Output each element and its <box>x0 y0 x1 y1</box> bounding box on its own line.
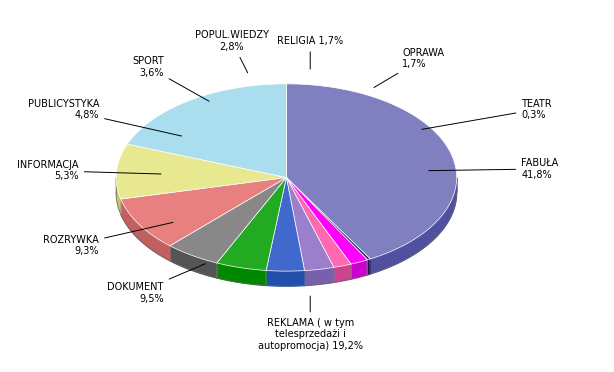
Polygon shape <box>121 199 170 261</box>
Polygon shape <box>370 179 457 274</box>
Text: DOKUMENT
9,5%: DOKUMENT 9,5% <box>107 264 206 304</box>
Text: PUBLICYSTYKA
4,8%: PUBLICYSTYKA 4,8% <box>28 99 182 136</box>
Polygon shape <box>305 267 334 286</box>
Text: TEATR
0,3%: TEATR 0,3% <box>422 99 552 129</box>
Polygon shape <box>217 263 266 285</box>
Polygon shape <box>286 177 334 270</box>
Text: REKLAMA ( w tym
telesprzedażi i
autopromocja) 19,2%: REKLAMA ( w tym telesprzedażi i autoprom… <box>258 296 363 351</box>
Text: POPUL.WIEDZY
2,8%: POPUL.WIEDZY 2,8% <box>195 31 269 73</box>
Polygon shape <box>266 270 305 286</box>
Polygon shape <box>351 260 367 279</box>
Text: RELIGIA 1,7%: RELIGIA 1,7% <box>277 36 343 69</box>
Polygon shape <box>116 178 121 214</box>
Polygon shape <box>121 177 286 246</box>
Text: SPORT
3,6%: SPORT 3,6% <box>132 56 209 101</box>
Polygon shape <box>334 264 351 282</box>
Polygon shape <box>286 177 370 260</box>
Polygon shape <box>217 177 286 270</box>
Text: ROZRYWKA
9,3%: ROZRYWKA 9,3% <box>44 222 173 256</box>
Polygon shape <box>266 177 305 271</box>
Polygon shape <box>286 177 351 267</box>
Text: INFORMACJA
5,3%: INFORMACJA 5,3% <box>17 160 161 182</box>
Polygon shape <box>286 177 367 264</box>
Polygon shape <box>127 84 286 177</box>
Text: OPRAWA
1,7%: OPRAWA 1,7% <box>374 48 444 87</box>
Polygon shape <box>170 246 217 278</box>
Text: FABUŁA
41,8%: FABUŁA 41,8% <box>429 158 559 180</box>
Polygon shape <box>116 144 286 199</box>
Polygon shape <box>286 84 457 259</box>
Polygon shape <box>170 177 286 263</box>
Polygon shape <box>367 259 370 275</box>
